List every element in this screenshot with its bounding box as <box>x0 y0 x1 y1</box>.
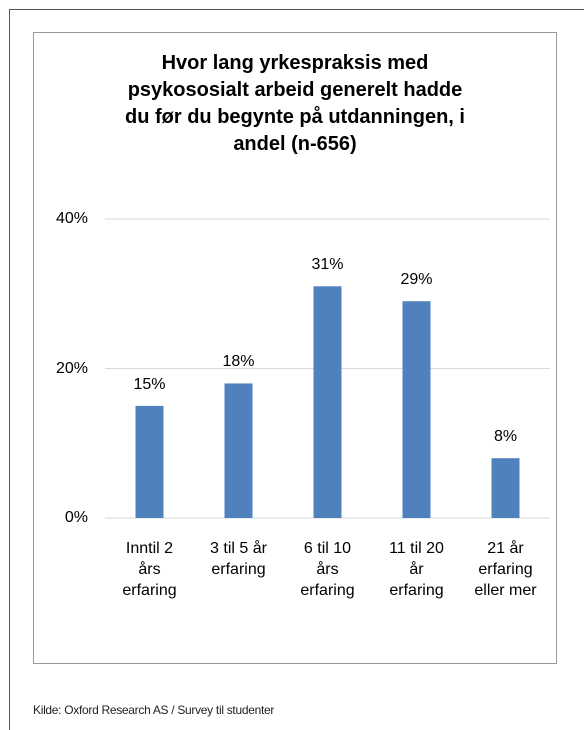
source-note: Kilde: Oxford Research AS / Survey til s… <box>33 703 275 717</box>
x-tick-label: 21 år erfaring eller mer <box>474 540 537 599</box>
bar <box>224 383 253 518</box>
y-tick-label: 0% <box>64 509 88 526</box>
chart-title: Hvor lang yrkespraksis med psykososialt … <box>125 52 465 155</box>
y-tick-label: 40% <box>55 210 88 227</box>
bar <box>135 405 164 518</box>
data-label: 18% <box>222 353 255 371</box>
data-label: 31% <box>311 256 344 274</box>
bar <box>402 301 431 518</box>
y-tick-label: 20% <box>55 359 88 377</box>
data-label: 8% <box>493 428 518 446</box>
bar <box>491 458 520 518</box>
data-label: 15% <box>133 375 166 393</box>
bar <box>313 286 342 518</box>
chart-box <box>33 32 557 664</box>
frame <box>9 9 584 730</box>
x-tick-label: Inntil 2 års erfaring <box>122 540 177 599</box>
x-tick-label: 3 til 5 år erfaring <box>210 540 267 578</box>
x-tick-label: 11 til 20 år erfaring <box>389 540 444 599</box>
x-tick-label: 6 til 10 års erfaring <box>300 540 355 599</box>
data-label: 29% <box>400 271 433 289</box>
